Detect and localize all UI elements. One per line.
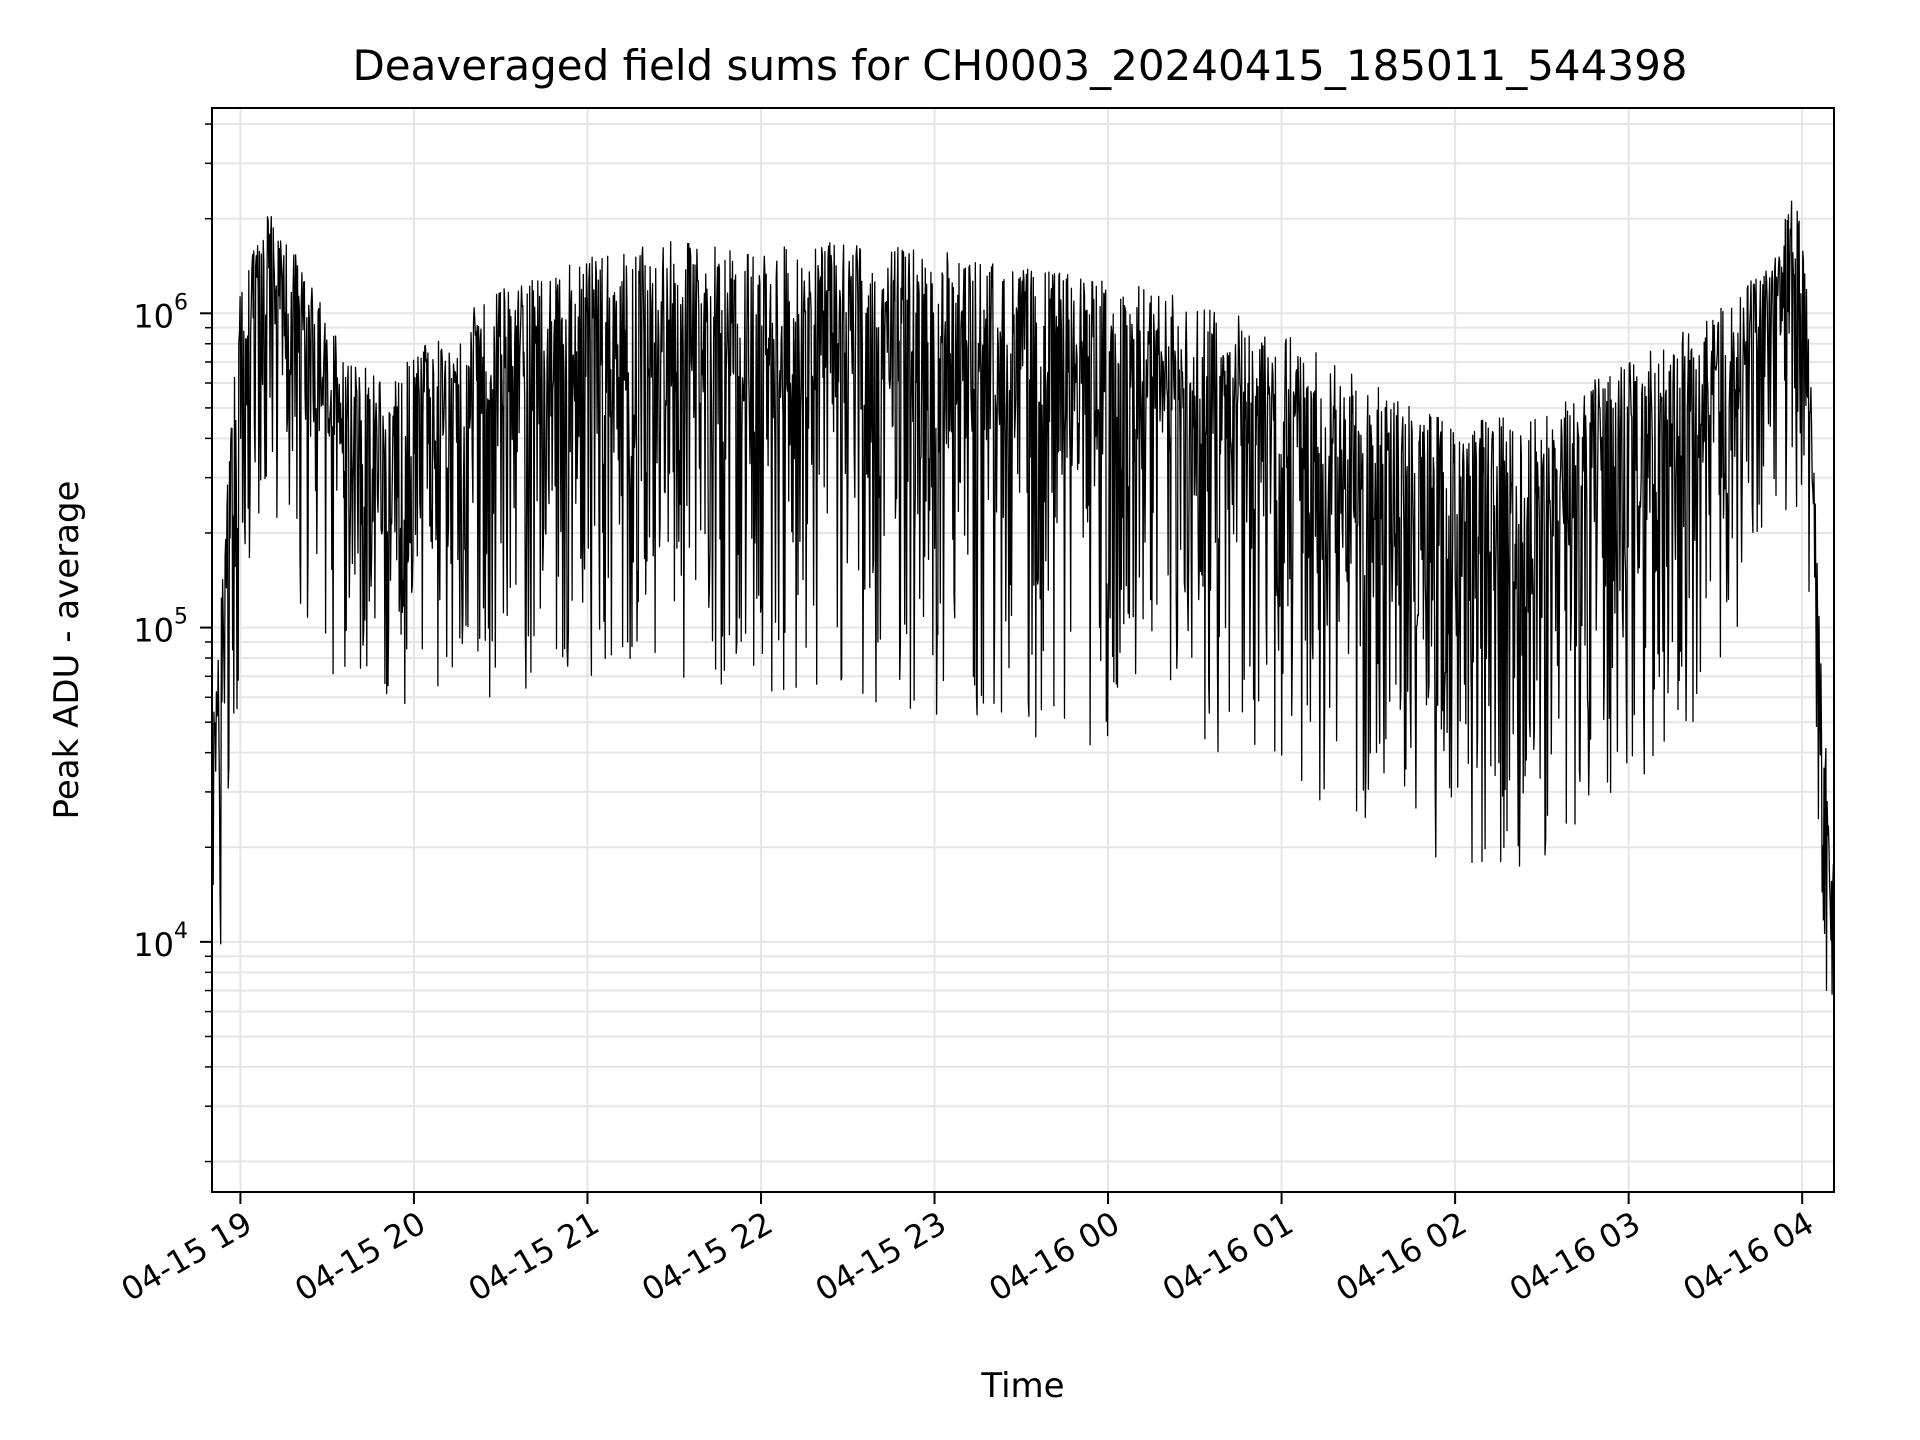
x-tick-label: 04-16 04 [1677, 1204, 1821, 1309]
x-axis: 04-15 19 04-15 20 04-15 21 04-15 22 04-15 23… [115, 1192, 1820, 1309]
y-tick-label: 10 [133, 926, 174, 964]
data-series [211, 200, 1835, 995]
x-axis-label: Time [980, 1366, 1064, 1406]
chart-title: Deaveraged field sums for CH0003_2024041… [352, 41, 1687, 90]
x-tick-label: 04-16 01 [1156, 1204, 1300, 1309]
x-tick-label: 04-15 22 [635, 1204, 779, 1309]
x-tick-label: 04-16 03 [1503, 1204, 1647, 1309]
x-tick-label: 04-16 02 [1330, 1204, 1474, 1309]
y-tick-exponent: 4 [174, 919, 188, 944]
plot-frame [211, 107, 1835, 1193]
series-line [211, 200, 1835, 995]
y-tick-label: 10 [133, 612, 174, 650]
y-tick-label: 10 [133, 297, 174, 335]
x-tick-label: 04-15 21 [462, 1204, 606, 1309]
y-axis-label: Peak ADU - average [47, 481, 87, 820]
x-tick-label: 04-16 00 [982, 1204, 1126, 1309]
x-tick-label: 04-15 23 [809, 1204, 953, 1309]
grid [212, 108, 1834, 1192]
y-tick-exponent: 6 [174, 290, 188, 315]
x-tick-label: 04-15 19 [115, 1204, 259, 1309]
x-tick-label: 04-15 20 [288, 1204, 432, 1309]
y-tick-exponent: 5 [174, 605, 188, 630]
